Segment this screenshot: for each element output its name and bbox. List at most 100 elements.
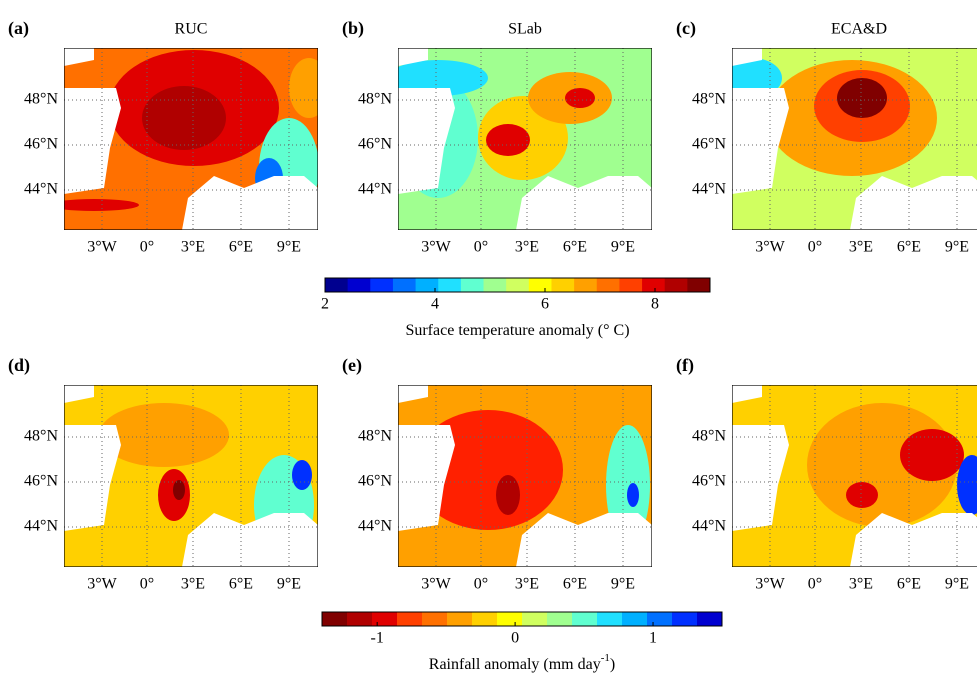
anomaly-region xyxy=(292,460,312,490)
colorbar-frame xyxy=(321,611,723,627)
lon-label: 9°E xyxy=(611,239,635,256)
colorbar-swatch xyxy=(574,278,598,292)
panel-title: RUC xyxy=(175,21,208,38)
colorbar-swatch xyxy=(370,278,394,292)
lon-label: 3°W xyxy=(87,239,117,256)
colorbar-swatch xyxy=(438,278,462,292)
colorbar-tick-label: 2 xyxy=(321,296,329,313)
sea xyxy=(64,48,121,206)
lat-label: 46°N xyxy=(358,473,392,490)
colorbar-swatch xyxy=(483,278,507,292)
colorbar-swatch xyxy=(422,612,448,626)
colorbar-label: Surface temperature anomaly (° C) xyxy=(405,322,629,339)
panel-label: (c) xyxy=(676,18,696,39)
lon-label: 6°E xyxy=(229,239,253,256)
sea xyxy=(732,385,789,543)
colorbar-swatch xyxy=(547,612,573,626)
colorbar-swatch xyxy=(572,612,598,626)
colorbar-tick-label: 8 xyxy=(651,296,659,313)
colorbar-label-text: Surface temperature anomaly (° C) xyxy=(405,322,629,339)
lat-label: 46°N xyxy=(24,136,58,153)
lon-label: 0° xyxy=(808,576,822,593)
panel-label: (d) xyxy=(8,355,30,376)
lat-label: 48°N xyxy=(24,91,58,108)
panel-title: SLab xyxy=(508,21,542,38)
lon-label: 6°E xyxy=(897,576,921,593)
colorbar-swatch xyxy=(664,278,688,292)
colorbar-swatch xyxy=(619,278,643,292)
anomaly-region xyxy=(289,58,318,118)
lat-label: 46°N xyxy=(24,473,58,490)
lon-label: 0° xyxy=(474,576,488,593)
colorbar-tick-label: -1 xyxy=(371,630,384,647)
lon-label: 3°E xyxy=(181,239,205,256)
colorbar-swatch xyxy=(622,612,648,626)
lon-label: 6°E xyxy=(563,576,587,593)
map xyxy=(732,48,977,230)
lon-label: 6°E xyxy=(897,239,921,256)
lat-label: 48°N xyxy=(358,428,392,445)
colorbar-swatch xyxy=(497,612,523,626)
lon-label: 9°E xyxy=(611,576,635,593)
colorbar-swatch xyxy=(551,278,575,292)
anomaly-region xyxy=(846,482,878,508)
lon-label: 3°W xyxy=(755,239,785,256)
map xyxy=(64,385,318,567)
anomaly-region xyxy=(565,88,595,108)
lat-label: 44°N xyxy=(24,181,58,198)
anomaly-region xyxy=(398,60,488,96)
lat-label: 44°N xyxy=(358,181,392,198)
colorbar-swatch xyxy=(347,278,371,292)
lon-label: 3°E xyxy=(849,576,873,593)
colorbar-swatch xyxy=(392,278,417,292)
colorbar-swatch xyxy=(372,612,398,626)
colorbar-swatch xyxy=(522,612,548,626)
sea xyxy=(850,513,977,567)
lon-label: 0° xyxy=(474,239,488,256)
anomaly-region xyxy=(900,429,964,481)
anomaly-region xyxy=(173,480,185,500)
lat-label: 48°N xyxy=(692,428,726,445)
colorbar-label-end: ) xyxy=(610,656,615,673)
colorbar-frame xyxy=(324,277,711,293)
colorbar-swatch xyxy=(472,612,498,626)
colorbar-swatch xyxy=(460,278,485,292)
colorbar-tick-label: 4 xyxy=(431,296,439,313)
lat-label: 46°N xyxy=(692,136,726,153)
panel-label: (e) xyxy=(342,355,362,376)
anomaly-region xyxy=(627,483,639,507)
anomaly-region xyxy=(64,199,139,211)
map xyxy=(64,48,318,230)
lon-label: 3°E xyxy=(849,239,873,256)
colorbar-swatch xyxy=(687,278,711,292)
anomaly-region xyxy=(957,455,977,515)
sea xyxy=(850,176,977,230)
lon-label: 3°W xyxy=(421,576,451,593)
lon-label: 3°E xyxy=(181,576,205,593)
anomaly-region xyxy=(486,124,530,156)
colorbar-swatch xyxy=(415,278,439,292)
colorbar-swatch xyxy=(447,612,473,626)
anomaly-region xyxy=(496,475,520,515)
anomaly-region xyxy=(732,58,782,98)
sea xyxy=(398,48,455,206)
lat-label: 48°N xyxy=(358,91,392,108)
lon-label: 6°E xyxy=(563,239,587,256)
sea xyxy=(64,385,121,543)
colorbar-swatch xyxy=(325,278,349,292)
panel-label: (a) xyxy=(8,18,29,39)
colorbar-label-text: Rainfall anomaly (mm day xyxy=(429,656,601,673)
anomaly-region xyxy=(142,86,226,150)
lat-label: 44°N xyxy=(692,181,726,198)
sea xyxy=(732,48,789,206)
lon-label: 3°W xyxy=(87,576,117,593)
colorbar-swatch xyxy=(322,612,348,626)
colorbar-swatch xyxy=(347,612,373,626)
colorbar-swatch xyxy=(697,612,723,626)
lon-label: 3°E xyxy=(515,239,539,256)
colorbar-swatch xyxy=(597,612,623,626)
lon-label: 3°W xyxy=(755,576,785,593)
colorbar-label-sup: -1 xyxy=(601,652,610,664)
anomaly-region xyxy=(99,403,229,467)
lat-label: 44°N xyxy=(692,518,726,535)
